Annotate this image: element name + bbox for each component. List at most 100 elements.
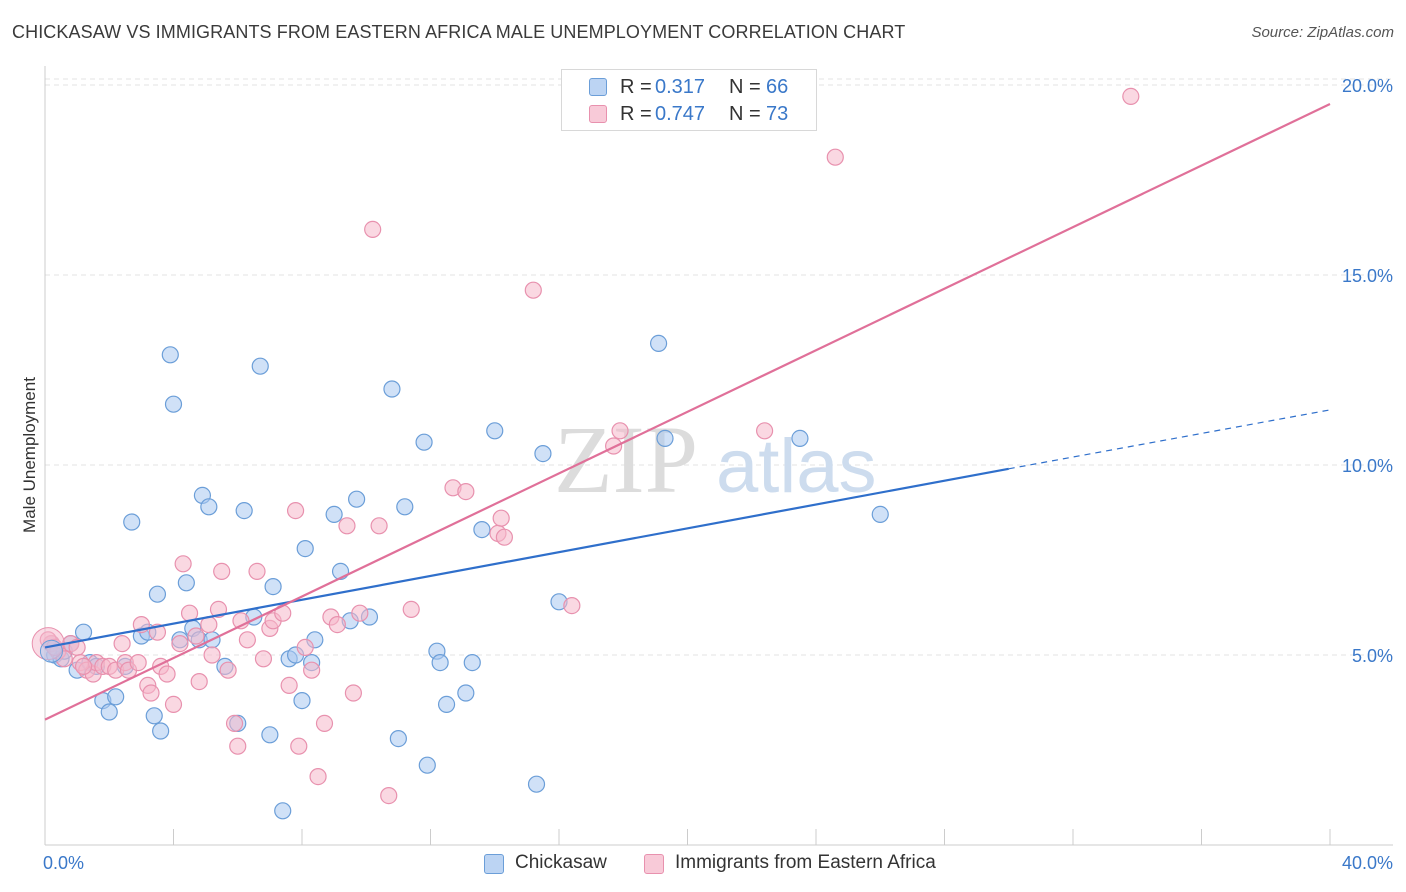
point-chickasaw: [649, 334, 668, 352]
point-chickasaw: [100, 703, 118, 721]
point-eastern-africa: [315, 714, 334, 733]
legend-r-value: 0.317: [655, 76, 706, 98]
axes: [44, 66, 1393, 846]
legend-n-value: 73: [766, 103, 789, 125]
point-eastern-africa: [296, 638, 314, 657]
point-eastern-africa: [229, 737, 247, 755]
point-eastern-africa: [1122, 87, 1140, 106]
point-eastern-africa: [113, 634, 131, 653]
point-eastern-africa: [303, 661, 321, 679]
point-chickasaw: [296, 539, 314, 558]
legend-r-value: 0.747: [655, 103, 706, 125]
point-eastern-africa: [309, 767, 327, 786]
point-chickasaw: [325, 505, 343, 524]
point-chickasaw: [437, 695, 456, 714]
data-points: [31, 87, 1140, 820]
point-chickasaw: [264, 577, 282, 596]
point-eastern-africa: [248, 562, 266, 581]
point-eastern-africa: [351, 604, 369, 622]
point-chickasaw: [871, 505, 889, 524]
legend-r-label: R =: [620, 103, 652, 125]
point-eastern-africa: [402, 600, 420, 619]
point-eastern-africa: [171, 634, 189, 653]
point-eastern-africa: [755, 422, 774, 440]
trend-line-chickasaw-extension: [1008, 409, 1331, 470]
legend-n-value: 66: [766, 76, 789, 98]
chart-title: CHICKASAW VS IMMIGRANTS FROM EASTERN AFR…: [12, 22, 906, 42]
point-eastern-africa: [344, 684, 362, 702]
watermark: ZIP atlas: [554, 406, 877, 513]
point-chickasaw: [107, 688, 125, 706]
point-eastern-africa: [524, 281, 542, 299]
point-eastern-africa: [492, 509, 510, 527]
point-chickasaw: [463, 653, 481, 672]
point-chickasaw: [161, 346, 179, 364]
legend-row-eastern-africa: R = 0.747 N = 73: [562, 101, 816, 127]
legend-label: Chickasaw: [515, 852, 607, 873]
x-tick-label: 40.0%: [1342, 853, 1393, 873]
point-eastern-africa: [190, 672, 208, 691]
legend-row-chickasaw: R = 0.317 N = 66: [562, 74, 816, 100]
legend-swatch-pink: [644, 854, 664, 874]
legend-n-label: N =: [729, 103, 761, 125]
point-eastern-africa: [187, 627, 205, 645]
point-chickasaw: [534, 445, 552, 463]
point-chickasaw: [164, 395, 183, 413]
point-chickasaw: [486, 422, 504, 440]
point-eastern-africa: [280, 676, 298, 695]
point-eastern-africa: [164, 695, 183, 714]
point-chickasaw: [148, 585, 167, 603]
y-tick-label: 15.0%: [1342, 266, 1393, 286]
point-chickasaw: [383, 380, 401, 398]
point-eastern-africa: [129, 653, 147, 672]
point-chickasaw: [235, 502, 253, 520]
point-eastern-africa: [338, 517, 356, 535]
x-tick-label: 0.0%: [43, 853, 84, 873]
trend-line-eastern-africa: [44, 103, 1331, 721]
point-chickasaw: [152, 722, 170, 740]
point-eastern-africa: [826, 148, 844, 166]
legend-swatch-blue: [589, 78, 607, 96]
point-eastern-africa: [238, 631, 256, 649]
point-eastern-africa: [328, 615, 346, 634]
point-chickasaw: [123, 513, 141, 531]
point-chickasaw: [656, 429, 674, 447]
watermark-zip: ZIP: [554, 406, 698, 513]
point-chickasaw: [527, 775, 546, 793]
legend-swatch-blue: [484, 854, 504, 874]
legend-r-label: R =: [620, 76, 652, 98]
y-axis-label: Male Unemployment: [20, 377, 39, 533]
trend-line-chickasaw: [44, 467, 1009, 649]
point-eastern-africa: [158, 665, 176, 683]
point-eastern-africa: [74, 657, 93, 676]
point-chickasaw: [389, 729, 407, 748]
grid: [45, 78, 1393, 656]
point-chickasaw: [396, 498, 414, 516]
point-eastern-africa: [254, 650, 273, 668]
y-tick-label: 5.0%: [1352, 646, 1393, 666]
point-chickasaw: [473, 520, 491, 539]
point-chickasaw: [177, 574, 195, 592]
point-chickasaw: [431, 653, 449, 672]
point-chickasaw: [261, 726, 279, 744]
point-eastern-africa: [290, 737, 308, 755]
legend-label: Immigrants from Eastern Africa: [675, 852, 936, 873]
point-chickasaw: [791, 429, 809, 447]
point-eastern-africa: [611, 422, 629, 440]
y-tick-label: 20.0%: [1342, 76, 1393, 96]
point-eastern-africa: [380, 786, 398, 805]
legend-n-label: N =: [729, 76, 761, 98]
point-eastern-africa: [174, 555, 192, 573]
point-chickasaw: [415, 433, 433, 451]
point-eastern-africa: [225, 714, 244, 733]
point-chickasaw: [200, 498, 218, 516]
point-eastern-africa: [563, 596, 581, 615]
point-chickasaw: [251, 357, 269, 375]
source-label: Source: ZipAtlas.com: [1251, 24, 1394, 41]
point-eastern-africa: [219, 661, 237, 679]
point-chickasaw: [274, 802, 292, 820]
trend-lines: [44, 103, 1331, 721]
tick-labels: 5.0% 10.0% 15.0% 20.0% 0.0% 40.0%: [43, 76, 1393, 873]
point-eastern-africa: [213, 562, 231, 581]
